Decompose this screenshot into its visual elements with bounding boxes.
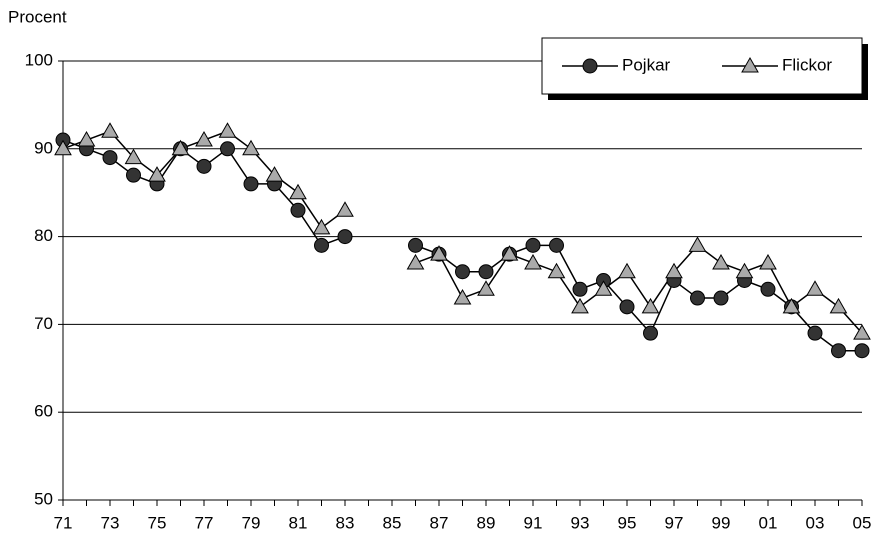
marker xyxy=(831,343,846,359)
marker xyxy=(336,201,354,217)
marker xyxy=(477,280,495,296)
legend-label: Pojkar xyxy=(622,55,671,74)
marker xyxy=(430,245,448,261)
x-tick-label: 01 xyxy=(759,513,778,532)
y-tick-label: 100 xyxy=(25,50,53,69)
marker xyxy=(171,139,190,156)
x-tick-label: 79 xyxy=(242,513,261,532)
marker xyxy=(101,122,119,138)
x-tick-label: 75 xyxy=(148,513,167,532)
x-tick-label: 95 xyxy=(618,513,637,532)
marker xyxy=(54,139,72,156)
marker xyxy=(289,183,307,200)
y-tick-label: 60 xyxy=(34,402,53,421)
marker xyxy=(196,158,212,174)
marker xyxy=(243,176,259,192)
marker xyxy=(312,218,331,235)
marker xyxy=(572,281,588,297)
marker xyxy=(688,236,707,252)
marker xyxy=(594,280,613,296)
marker xyxy=(220,141,235,157)
marker xyxy=(242,139,260,156)
marker xyxy=(571,297,589,314)
marker xyxy=(102,150,118,166)
marker xyxy=(713,290,729,306)
marker xyxy=(453,289,472,305)
x-tick-label: 91 xyxy=(524,513,543,532)
x-tick-label: 93 xyxy=(571,513,590,532)
marker xyxy=(148,166,166,182)
x-tick-label: 03 xyxy=(806,513,825,532)
y-tick-label: 90 xyxy=(34,138,53,157)
marker xyxy=(126,167,141,183)
legend-label: Flickor xyxy=(782,55,832,74)
legend-marker xyxy=(741,56,759,73)
marker xyxy=(524,253,542,270)
marker xyxy=(337,229,353,245)
marker xyxy=(806,280,824,296)
x-tick-label: 99 xyxy=(712,513,731,532)
x-tick-label: 81 xyxy=(289,513,308,532)
marker xyxy=(690,290,705,306)
marker xyxy=(314,237,329,253)
marker xyxy=(290,202,306,218)
x-tick-label: 05 xyxy=(853,513,872,532)
marker xyxy=(124,148,143,165)
marker xyxy=(760,281,776,297)
legend-marker xyxy=(582,58,598,74)
marker xyxy=(643,325,658,341)
marker xyxy=(195,131,213,147)
marker xyxy=(853,324,871,340)
marker xyxy=(619,299,635,315)
marker xyxy=(218,122,237,138)
marker xyxy=(641,297,660,314)
marker xyxy=(735,262,754,279)
x-tick-label: 73 xyxy=(101,513,120,532)
x-tick-label: 87 xyxy=(430,513,449,532)
marker xyxy=(525,237,541,253)
y-tick-label: 50 xyxy=(34,489,53,508)
marker xyxy=(455,264,470,280)
x-tick-label: 85 xyxy=(383,513,402,532)
marker xyxy=(712,253,730,270)
marker xyxy=(759,253,777,270)
marker xyxy=(782,297,801,314)
marker xyxy=(618,262,636,279)
marker xyxy=(408,237,423,253)
marker xyxy=(547,262,566,279)
marker xyxy=(265,166,284,182)
x-tick-label: 89 xyxy=(477,513,496,532)
marker xyxy=(807,325,823,341)
marker xyxy=(478,264,494,280)
series-line xyxy=(62,139,862,352)
x-tick-label: 77 xyxy=(195,513,214,532)
x-tick-label: 71 xyxy=(54,513,73,532)
y-tick-label: 70 xyxy=(34,314,53,333)
marker xyxy=(854,343,870,359)
marker xyxy=(665,262,683,279)
marker xyxy=(549,237,564,253)
y-axis-label: Procent xyxy=(8,7,67,26)
x-tick-label: 97 xyxy=(665,513,684,532)
y-tick-label: 80 xyxy=(34,226,53,245)
x-tick-label: 83 xyxy=(336,513,355,532)
marker xyxy=(829,297,848,314)
marker xyxy=(406,253,425,270)
marker xyxy=(77,131,96,147)
marker xyxy=(500,245,519,261)
